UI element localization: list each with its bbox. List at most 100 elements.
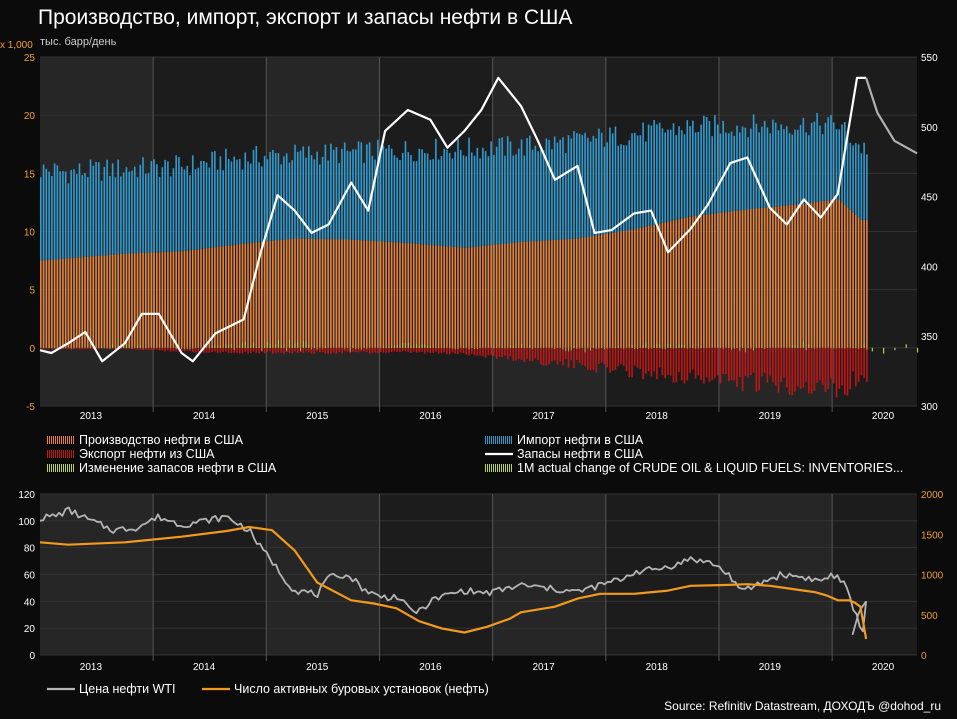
export-bar <box>785 347 788 388</box>
stock-change-bar <box>604 347 605 349</box>
production-bar <box>678 219 680 348</box>
y-tick-label: 0 <box>29 651 35 662</box>
import-bar <box>120 176 122 254</box>
production-bar <box>321 239 324 348</box>
export-bar <box>526 347 528 359</box>
export-bar <box>161 347 164 351</box>
import-bar <box>730 131 733 212</box>
top-legend: Производство нефти в США Импорт нефти в С… <box>47 433 903 475</box>
import-bar <box>56 165 59 260</box>
legend-swatch-stripe <box>503 464 504 472</box>
production-bar <box>219 246 222 348</box>
production-bar <box>730 211 733 348</box>
stock-change-bar <box>305 340 307 348</box>
production-bar <box>73 257 75 348</box>
stock-change-bar <box>855 347 857 348</box>
production-bar <box>426 244 429 348</box>
export-bar <box>382 347 385 353</box>
stock-change-bar <box>791 345 793 348</box>
legend-swatch-stripe <box>69 464 70 472</box>
import-bar <box>200 160 202 249</box>
production-bar <box>150 252 153 348</box>
stock-change-bar <box>692 346 694 348</box>
stock-change-bar <box>424 344 426 348</box>
production-bar <box>109 254 111 348</box>
legend-swatch-stripe <box>507 464 508 472</box>
production-bar <box>48 259 50 348</box>
stock-change-bar <box>355 347 357 350</box>
import-bar <box>548 139 550 241</box>
import-bar <box>512 155 515 243</box>
production-bar <box>810 202 813 348</box>
export-bar <box>214 347 216 352</box>
stock-change-bar <box>98 347 100 348</box>
export-bar <box>727 347 730 382</box>
import-bar <box>111 163 114 255</box>
stock-change-bar <box>617 346 619 348</box>
production-bar <box>708 214 711 348</box>
import-bar <box>482 147 484 246</box>
production-bar <box>377 241 379 348</box>
legend-swatch-stripe <box>501 464 502 472</box>
import-bar <box>573 131 575 239</box>
export-bar <box>258 347 260 354</box>
export-bar <box>426 347 429 353</box>
export-bar <box>515 347 517 361</box>
stock-change-bar <box>579 347 580 349</box>
export-bar <box>841 347 843 386</box>
production-bar <box>628 230 631 348</box>
export-bar <box>100 347 103 349</box>
production-bar <box>689 216 691 348</box>
export-bar <box>435 347 437 352</box>
import-bar <box>741 126 744 211</box>
import-bar <box>598 128 600 236</box>
stock-change-bar <box>250 345 252 348</box>
legend-swatch-stripe <box>71 450 72 458</box>
export-bar <box>313 347 316 354</box>
export-bar <box>446 347 448 354</box>
legend-swatch-stripe <box>485 464 486 472</box>
import-bar <box>791 134 794 205</box>
production-bar <box>161 252 164 348</box>
export-bar <box>716 347 719 376</box>
legend-label: Экспорт нефти из США <box>79 447 215 461</box>
production-bar <box>349 239 352 348</box>
y2-tick-label: 550 <box>921 53 938 64</box>
stock-change-bar <box>755 346 757 348</box>
production-bar <box>382 241 385 348</box>
import-bar <box>78 163 81 258</box>
stock-change-bar <box>811 347 813 348</box>
production-bar <box>562 239 564 348</box>
production-bar <box>824 200 827 348</box>
y2-tick-label: 500 <box>921 611 938 622</box>
legend-swatch-stripe <box>489 464 490 472</box>
export-bar <box>730 347 733 381</box>
production-bar <box>233 244 235 348</box>
production-bar <box>197 249 200 348</box>
y-tick-label: 20 <box>24 624 36 635</box>
stock-change-bar <box>286 347 288 351</box>
y-tick-label: 5 <box>29 286 35 297</box>
import-bar <box>214 151 216 248</box>
stock-change-bar <box>642 345 644 348</box>
import-bar <box>324 144 327 240</box>
import-bar <box>437 159 440 246</box>
production-bar <box>307 238 310 348</box>
production-bar <box>703 214 705 348</box>
import-bar <box>551 149 553 241</box>
legend-swatch-stripe <box>491 436 492 444</box>
import-bar <box>89 159 92 257</box>
import-bar <box>332 149 335 240</box>
export-bar <box>272 347 274 354</box>
import-bar <box>592 135 595 237</box>
production-bar <box>244 243 247 348</box>
legend-swatch-stripe <box>73 436 74 444</box>
legend-swatch-stripe <box>493 436 494 444</box>
inventory-change-bar <box>883 347 885 354</box>
stock-change-bar <box>435 346 437 348</box>
import-bar <box>465 156 468 248</box>
stock-change-bar <box>659 344 661 348</box>
stock-change-bar <box>656 343 658 348</box>
import-bar <box>559 139 562 240</box>
